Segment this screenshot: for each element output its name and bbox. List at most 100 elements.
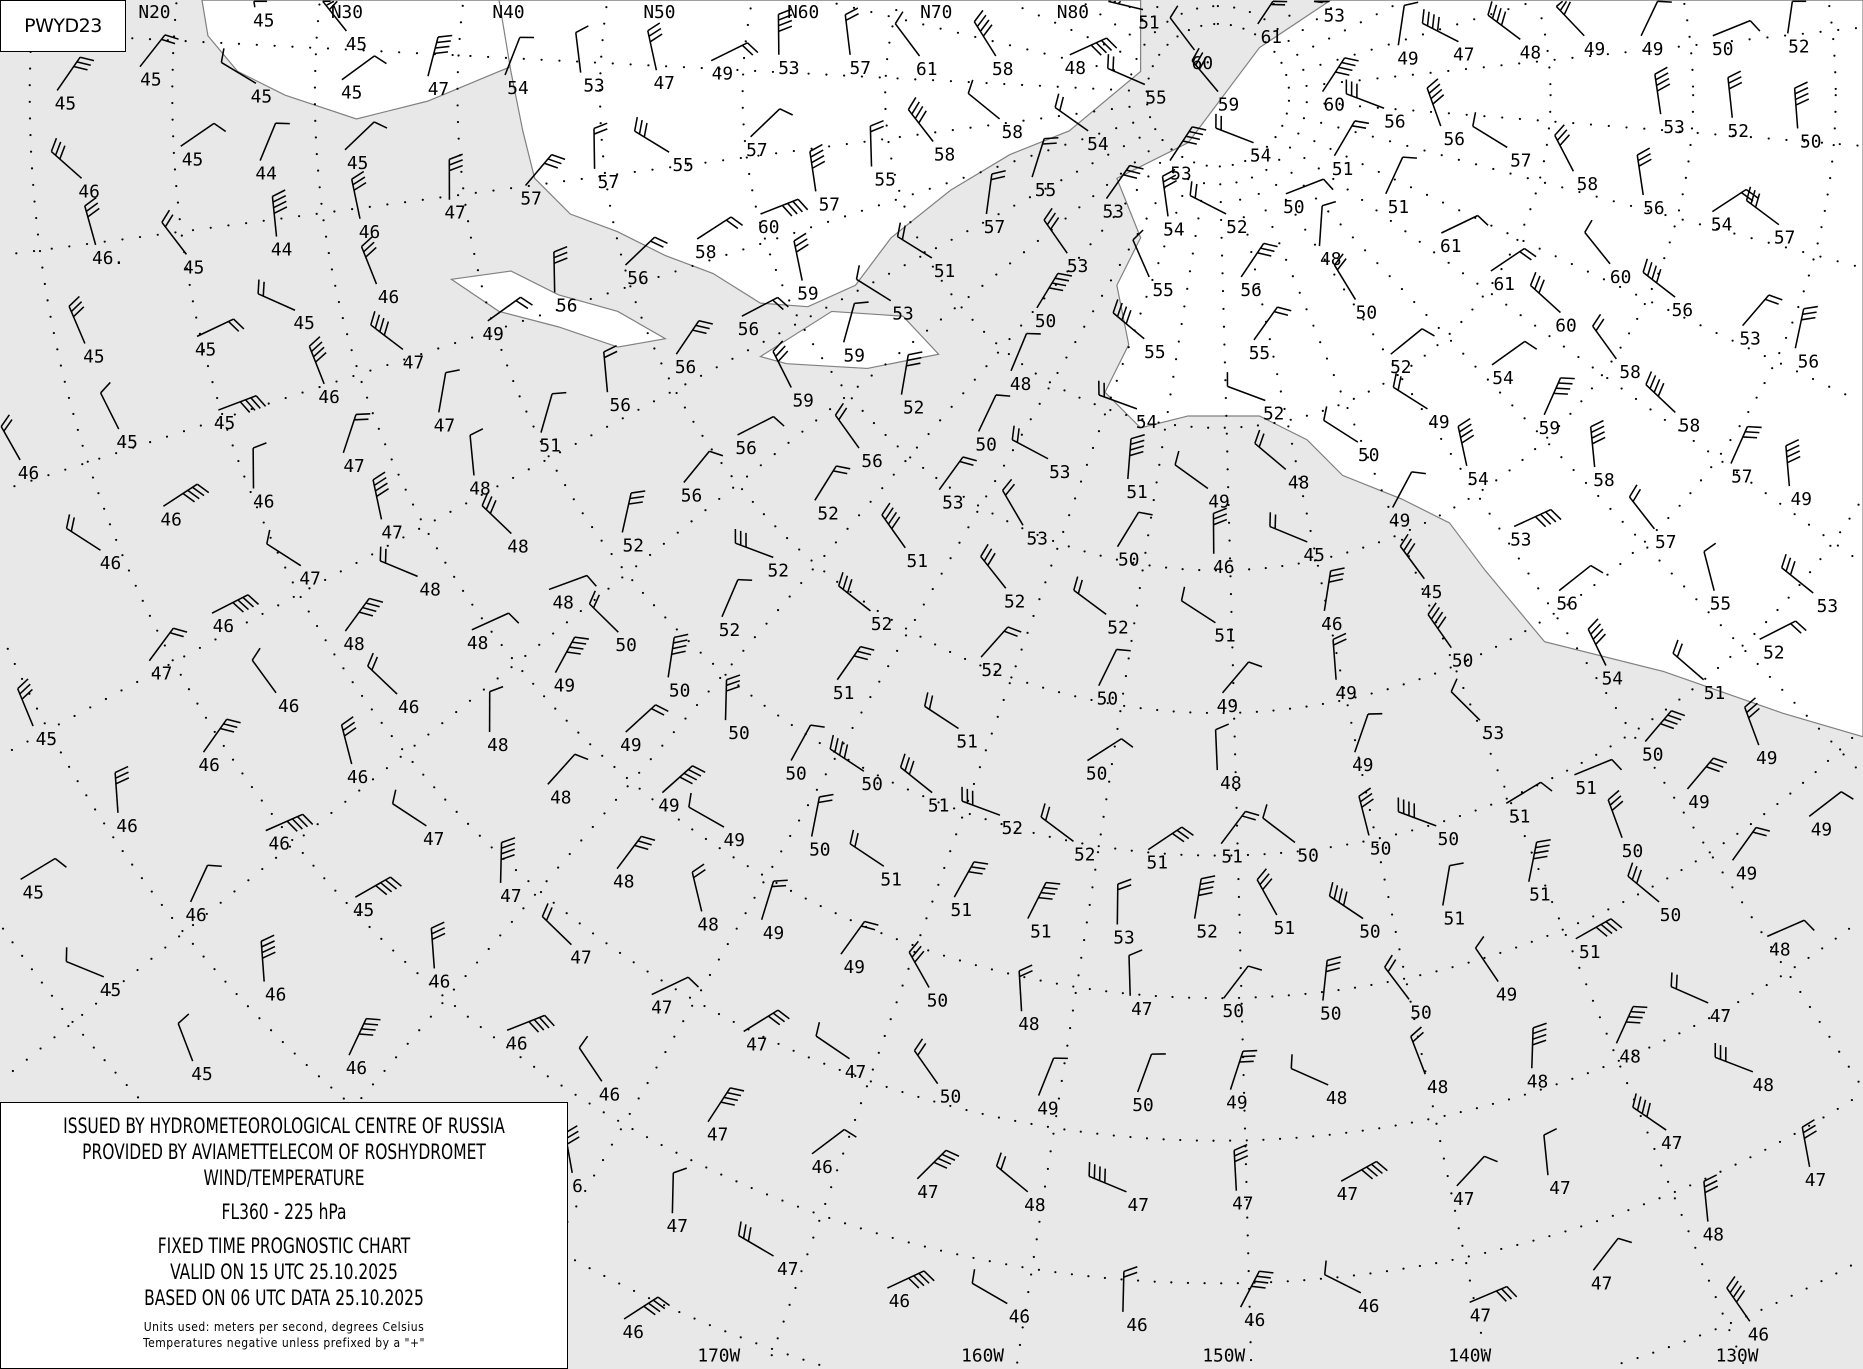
wind-barb [504, 36, 535, 76]
temperature-label: 55 [1152, 280, 1173, 301]
temperature-label: 52 [623, 535, 644, 556]
temperature-label: 52 [1196, 922, 1217, 943]
latitude-label: N70 [920, 2, 952, 23]
temperature-label: 56 [675, 357, 696, 378]
wind-barb [593, 122, 608, 169]
wind-barb [809, 143, 826, 192]
wind-barb [1128, 949, 1143, 996]
wind-barb [1313, 0, 1330, 4]
temperature-label: 56 [681, 486, 702, 507]
temperature-label: 50 [1452, 651, 1473, 672]
wind-barb [1441, 214, 1489, 234]
temperature-label: 52 [903, 398, 924, 419]
temperature-label: 49 [1208, 491, 1229, 512]
wind-barb [1112, 299, 1145, 340]
longitude-label: 130W [1716, 1346, 1759, 1367]
wind-barb [1220, 810, 1260, 845]
temperature-label: 51 [539, 436, 560, 457]
temperature-label: 57 [819, 194, 840, 215]
temperature-label: 51 [833, 683, 854, 704]
temperature-label: 58 [1593, 470, 1614, 491]
temperature-label: 50 [1660, 905, 1681, 926]
temperature-label: 56 [609, 395, 630, 416]
latitude-circle [28, 17, 1854, 1285]
wind-barb [50, 137, 83, 179]
wind-barb [1513, 508, 1562, 528]
temperature-label: 49 [844, 957, 865, 978]
wind-barb [1474, 935, 1499, 982]
wind-barb [1054, 93, 1089, 132]
wind-barb [1136, 1053, 1166, 1093]
wind-barb [1105, 164, 1144, 199]
temperature-label: 54 [507, 78, 528, 99]
longitude-label: 170W [697, 1346, 740, 1367]
wind-barb [602, 345, 618, 393]
wind-barb [1285, 178, 1334, 195]
wind-barb [1785, 438, 1801, 487]
wind-barb [469, 428, 484, 476]
wind-barb [1191, 47, 1219, 93]
wind-barb [1087, 738, 1134, 762]
wind-barb [148, 627, 188, 662]
temperature-label: 6 [572, 1176, 583, 1197]
temperature-label: 54 [1136, 412, 1157, 433]
wind-barb [1628, 484, 1655, 530]
temperature-label: 51 [1274, 918, 1295, 939]
temperature-label: 45 [191, 1064, 212, 1085]
temperature-label: 50 [927, 990, 948, 1011]
temperature-label: 53 [892, 304, 913, 325]
wind-barb [710, 42, 759, 62]
wind-barb [1345, 79, 1385, 109]
wind-barb [815, 1022, 850, 1060]
temperature-label: 45 [1421, 582, 1442, 603]
meridian-line [1274, 136, 1854, 558]
wind-barb [1457, 417, 1475, 467]
wind-barb [1642, 258, 1676, 298]
temperature-label: 47 [444, 203, 465, 224]
temperature-label: 46. [92, 248, 124, 269]
temperature-label: 46 [116, 816, 137, 837]
temperature-label: 49 [620, 735, 641, 756]
temperature-label: 51 [880, 869, 901, 890]
wind-barb [1450, 678, 1481, 721]
legend-product: WIND/TEMPERATURE [203, 1166, 365, 1190]
temperature-label: 47 [1470, 1305, 1491, 1326]
wind-barb [616, 835, 656, 870]
temperature-label: 60 [1610, 267, 1631, 288]
temperature-label: 45 [182, 149, 203, 170]
wind-barb [777, 8, 793, 55]
temperature-label: 45 [36, 729, 57, 750]
temperature-label: 60 [1555, 316, 1576, 337]
temperature-label: 56 [1384, 111, 1405, 132]
wind-barb [1726, 1275, 1751, 1322]
wind-barb [1589, 419, 1606, 468]
meridian-line [1242, 10, 1251, 30]
temperature-label: 49 [724, 830, 745, 851]
wind-barb [547, 753, 589, 785]
temperature-label: 47 [707, 1125, 728, 1146]
wind-barb [1427, 602, 1452, 649]
wind-barb [1127, 433, 1145, 480]
wind-barb [842, 301, 869, 343]
temperature-label: 48 [1752, 1075, 1773, 1096]
temperature-label: 50 [1283, 197, 1304, 218]
wind-barb [1253, 306, 1292, 341]
wind-barb [340, 716, 357, 765]
wind-barb [99, 381, 120, 430]
wind-barb [1645, 371, 1676, 413]
temperature-label: 56 [1798, 351, 1819, 372]
wind-barb [1421, 9, 1459, 43]
wind-barb [1384, 954, 1410, 1000]
temperature-label: 48 [1769, 939, 1790, 960]
temperature-label: 52 [817, 503, 838, 524]
wind-barb [1487, 1, 1521, 40]
wind-barb [1584, 219, 1611, 265]
wind-barb [1442, 862, 1464, 906]
wind-barb [1670, 972, 1709, 1004]
wind-barb [953, 861, 989, 898]
wind-barb [707, 1087, 745, 1123]
temperature-label: 51 [1214, 626, 1235, 647]
temperature-label: 53 [778, 58, 799, 79]
temperature-label: 46 [100, 553, 121, 574]
temperature-label: 45 [293, 313, 314, 334]
